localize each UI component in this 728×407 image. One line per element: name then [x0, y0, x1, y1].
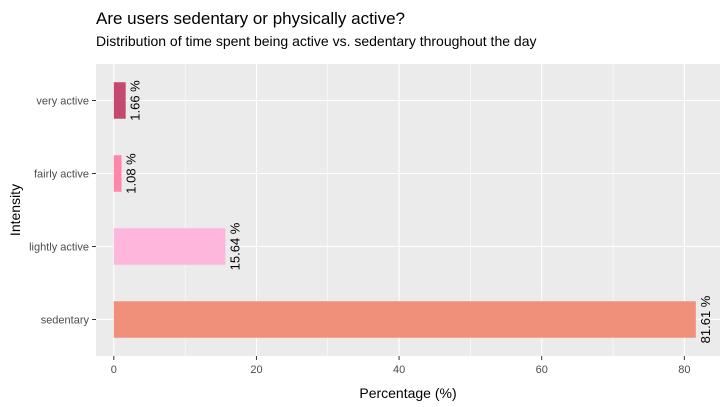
x-tick-label: 60 — [536, 364, 548, 376]
x-tick-label: 20 — [250, 364, 262, 376]
data-label-fairly-active: 1.08 % — [124, 153, 139, 194]
x-tick-label: 0 — [111, 364, 117, 376]
bar-very-active — [113, 82, 126, 119]
data-label-lightly-active: 15.64 % — [227, 222, 242, 270]
bars — [113, 82, 696, 338]
x-axis: 0 20 40 60 80 — [111, 356, 690, 376]
bar-fairly-active — [113, 155, 122, 192]
x-axis-title: Percentage (%) — [359, 385, 456, 401]
y-tick-label: lightly active — [29, 242, 89, 254]
data-labels: 81.61 % 15.64 % 1.08 % 1.66 % — [124, 80, 713, 344]
x-tick-label: 40 — [393, 364, 405, 376]
y-tick-label: fairly active — [34, 169, 89, 181]
x-tick-label: 80 — [678, 364, 690, 376]
y-axis: sedentary lightly active fairly active very… — [29, 96, 96, 327]
data-label-sedentary: 81.61 % — [698, 295, 713, 343]
chart-subtitle: Distribution of time spent being active … — [96, 33, 536, 49]
y-tick-label: very active — [36, 96, 89, 108]
y-tick-label: sedentary — [41, 315, 90, 327]
chart-title: Are users sedentary or physically active… — [96, 9, 405, 28]
y-axis-title: Intensity — [7, 184, 23, 236]
data-label-very-active: 1.66 % — [128, 80, 143, 121]
bar-lightly-active — [113, 228, 226, 265]
bar-sedentary — [113, 301, 696, 338]
